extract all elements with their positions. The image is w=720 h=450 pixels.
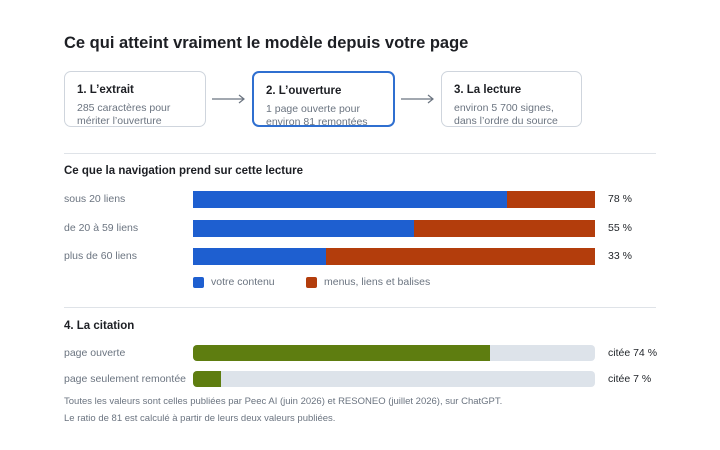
- bar-segment-content: [193, 191, 507, 208]
- arrow-right-icon: [212, 94, 245, 104]
- citation-chart-title: 4. La citation: [64, 320, 135, 332]
- page-title: Ce qui atteint vraiment le modèle depuis…: [64, 34, 469, 52]
- bar-track: [193, 345, 595, 361]
- section-divider: [64, 307, 656, 308]
- step-desc-line: mériter l’ouverture: [77, 114, 162, 127]
- legend-swatch-content: [193, 276, 204, 288]
- bar-category-label: sous 20 liens: [64, 193, 126, 205]
- bar-segment-navigation: [325, 248, 595, 265]
- bar-segment-content: [193, 248, 326, 265]
- bar-category-label: page seulement remontée: [64, 373, 186, 385]
- bar-track: [193, 191, 595, 208]
- step-card-extract: 1. L’extrait 285 caractères pour mériter…: [64, 71, 206, 127]
- legend-label: votre contenu: [211, 276, 275, 288]
- step-title: 2. L’ouverture: [266, 85, 342, 97]
- bar-category-label: page ouverte: [64, 347, 126, 359]
- step-description: 285 caractères pour mériter l’ouverture: [77, 102, 193, 127]
- bar-track: [193, 220, 595, 237]
- bar-track: [193, 248, 595, 265]
- step-title: 3. La lecture: [454, 84, 522, 96]
- bar-segment-navigation: [506, 191, 595, 208]
- step-desc-line: dans l’ordre du source: [454, 114, 558, 127]
- bar-segment-cited: [193, 371, 222, 387]
- bar-value-label: 55 %: [608, 222, 632, 234]
- legend-swatch-navigation: [306, 276, 317, 288]
- bar-segment-cited: [193, 345, 491, 361]
- bar-track: [193, 371, 595, 387]
- step-description: 1 page ouverte pour environ 81 remontées: [266, 103, 381, 128]
- navigation-chart-title: Ce que la navigation prend sur cette lec…: [64, 165, 304, 177]
- legend-label: menus, liens et balises: [324, 276, 431, 288]
- step-desc-line: environ 5 700 signes,: [454, 102, 554, 114]
- bar-value-label: 33 %: [608, 250, 632, 262]
- source-note: Toutes les valeurs sont celles publiées …: [64, 396, 503, 407]
- step-description: environ 5 700 signes, dans l’ordre du so…: [454, 102, 569, 127]
- bar-category-label: de 20 à 59 liens: [64, 222, 139, 234]
- bar-segment-content: [193, 220, 415, 237]
- legend-item-navigation: menus, liens et balises: [306, 276, 430, 288]
- step-desc-line: environ 81 remontées: [266, 115, 368, 128]
- arrow-right-icon: [401, 94, 434, 104]
- section-divider: [64, 153, 656, 154]
- step-desc-line: 285 caractères pour: [77, 102, 171, 114]
- step-card-opening: 2. L’ouverture 1 page ouverte pour envir…: [252, 71, 395, 128]
- bar-segment-navigation: [414, 220, 595, 237]
- bar-category-label: plus de 60 liens: [64, 250, 137, 262]
- source-note: Le ratio de 81 est calculé à partir de l…: [64, 413, 336, 424]
- step-card-reading: 3. La lecture environ 5 700 signes, dans…: [441, 71, 582, 127]
- bar-value-label: citée 74 %: [608, 347, 658, 359]
- step-desc-line: 1 page ouverte pour: [266, 103, 360, 115]
- bar-value-label: citée 7 %: [608, 373, 652, 385]
- bar-value-label: 78 %: [608, 193, 632, 205]
- step-title: 1. L’extrait: [77, 84, 134, 96]
- legend-item-content: votre contenu: [193, 276, 275, 288]
